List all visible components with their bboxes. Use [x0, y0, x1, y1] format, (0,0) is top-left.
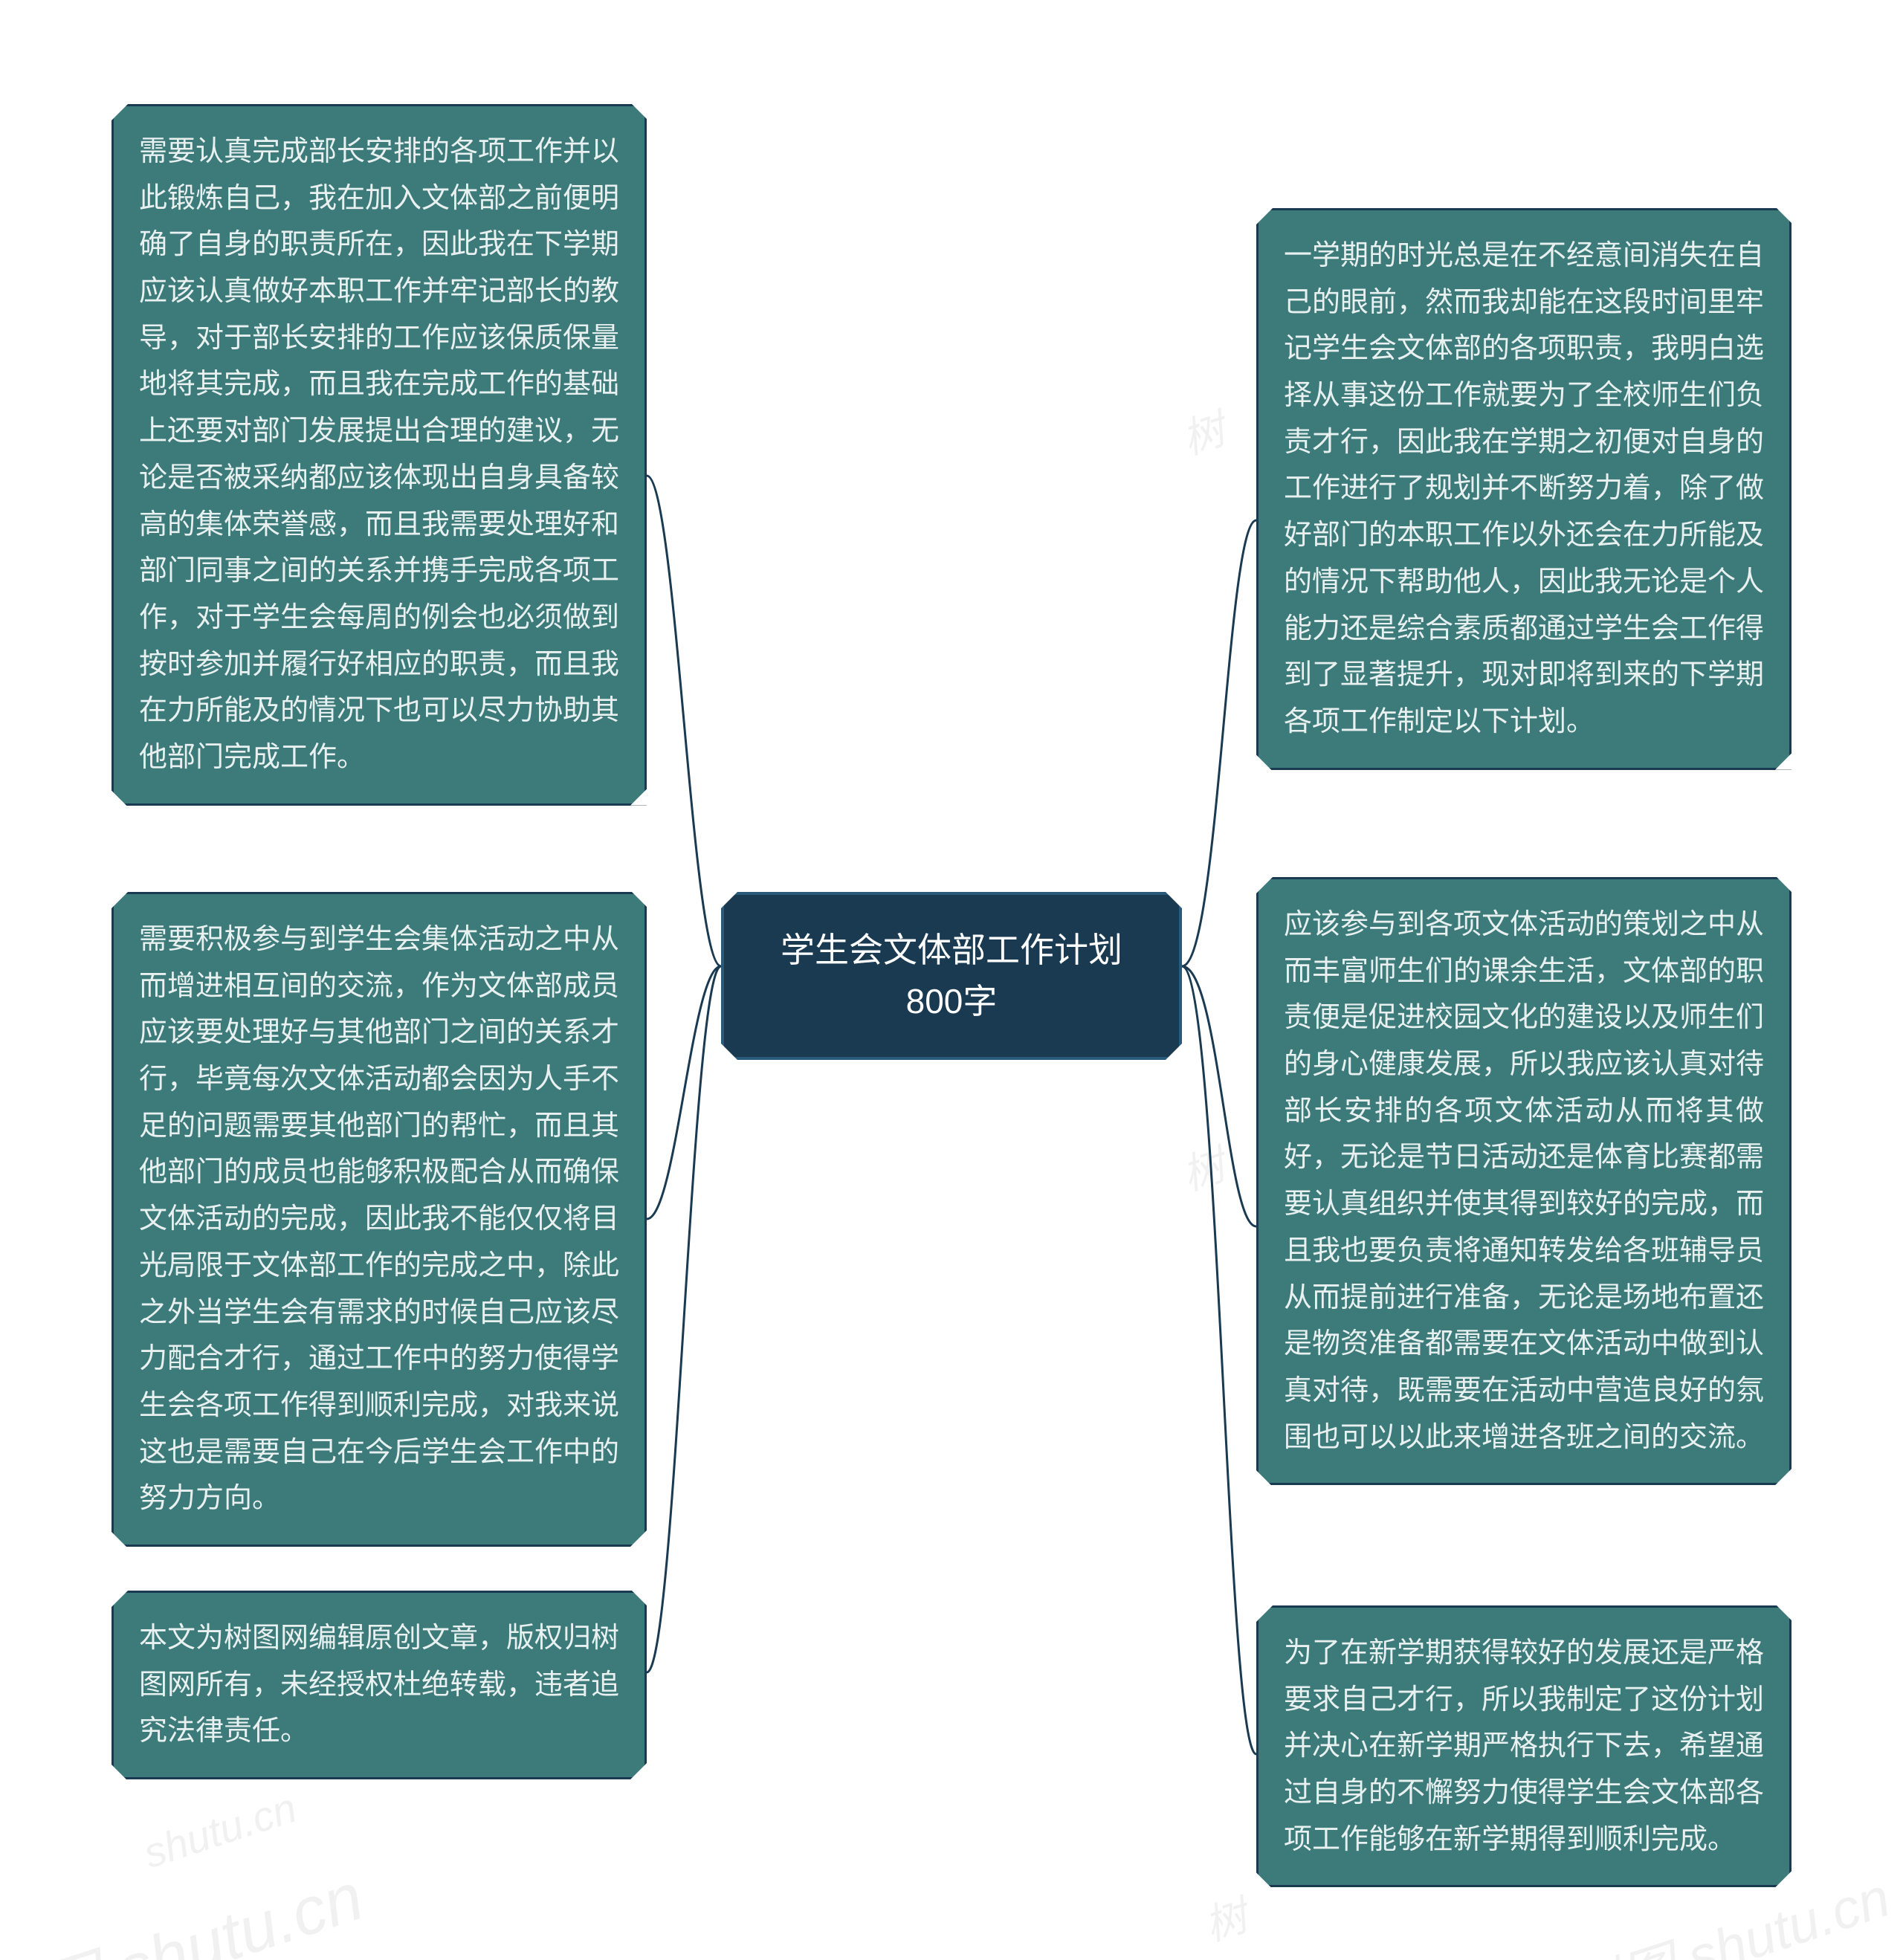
branch-right-2: 应该参与到各项文体活动的策划之中从而丰富师生们的课余生活，文体部的职责便是促进校…: [1256, 877, 1791, 1485]
branch-right-3: 为了在新学期获得较好的发展还是严格要求自己才行，所以我制定了这份计划并决心在新学…: [1256, 1605, 1791, 1887]
center-text: 学生会文体部工作计划800字: [781, 931, 1122, 1021]
branch-text: 需要认真完成部长安排的各项工作并以此锻炼自己，我在加入文体部之前便明确了自身的职…: [139, 136, 619, 773]
branch-text: 本文为树图网编辑原创文章，版权归树图网所有，未经授权杜绝转载，违者追究法律责任。: [139, 1623, 619, 1747]
branch-text: 为了在新学期获得较好的发展还是严格要求自己才行，所以我制定了这份计划并决心在新学…: [1284, 1637, 1764, 1855]
branch-left-2: 需要积极参与到学生会集体活动之中从而增进相互间的交流，作为文体部成员应该要处理好…: [112, 892, 647, 1547]
watermark: 树: [1174, 1132, 1232, 1202]
center-node: 学生会文体部工作计划800字: [721, 892, 1182, 1060]
watermark: 树图 shutu.cn: [0, 1843, 373, 1960]
branch-right-1: 一学期的时光总是在不经意间消失在自己的眼前，然而我却能在这段时间里牢记学生会文体…: [1256, 208, 1791, 770]
watermark: shutu.cn: [138, 1783, 302, 1877]
branch-left-1: 需要认真完成部长安排的各项工作并以此锻炼自己，我在加入文体部之前便明确了自身的职…: [112, 104, 647, 806]
branch-text: 需要积极参与到学生会集体活动之中从而增进相互间的交流，作为文体部成员应该要处理好…: [139, 924, 619, 1514]
branch-left-3: 本文为树图网编辑原创文章，版权归树图网所有，未经授权杜绝转载，违者追究法律责任。: [112, 1591, 647, 1779]
branch-text: 应该参与到各项文体活动的策划之中从而丰富师生们的课余生活，文体部的职责便是促进校…: [1284, 909, 1764, 1453]
watermark: 树: [1174, 396, 1232, 466]
watermark: 树: [1196, 1883, 1254, 1953]
mindmap-canvas: 树图 shutu.cn shutu.cn 树 树 shutu.cn 树图 shu…: [0, 0, 1903, 1960]
branch-text: 一学期的时光总是在不经意间消失在自己的眼前，然而我却能在这段时间里牢记学生会文体…: [1284, 240, 1764, 737]
